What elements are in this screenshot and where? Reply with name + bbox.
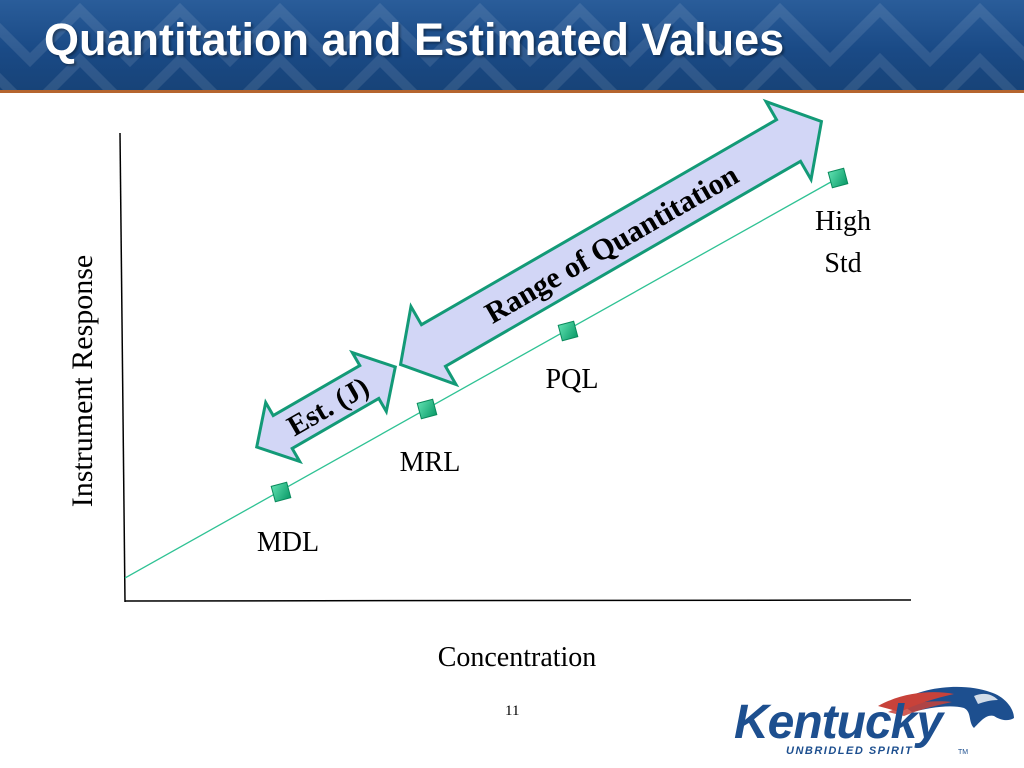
logo-wordmark: Kentucky bbox=[734, 696, 945, 749]
mrl-label: MRL bbox=[400, 447, 461, 478]
mdl-marker bbox=[270, 481, 292, 503]
x-axis bbox=[124, 599, 912, 602]
mdl-label: MDL bbox=[257, 527, 319, 558]
high-std-label-line2: Std bbox=[824, 248, 861, 279]
high-std-label-line1: High bbox=[815, 206, 871, 237]
title-bar: Quantitation and Estimated Values bbox=[0, 0, 1024, 90]
y-axis-label: Instrument Response bbox=[66, 255, 99, 507]
calibration-line bbox=[124, 177, 839, 579]
slide-number: 11 bbox=[505, 703, 520, 719]
high-std-marker bbox=[827, 167, 849, 189]
pql-label: PQL bbox=[546, 364, 599, 395]
logo-trademark: TM bbox=[958, 749, 968, 756]
quantitation-range-arrow: Range of Quantitation bbox=[398, 98, 824, 388]
mrl-marker bbox=[416, 398, 438, 420]
pql-marker bbox=[557, 320, 579, 342]
title-divider bbox=[0, 90, 1024, 93]
horse-head-icon bbox=[878, 686, 1014, 728]
kentucky-logo: Kentucky UNBRIDLED SPIRIT TM bbox=[734, 686, 1014, 757]
estimated-range-arrow: Est. (J) bbox=[254, 349, 398, 465]
x-axis-label: Concentration bbox=[438, 642, 597, 673]
y-axis bbox=[119, 132, 126, 603]
slide-title: Quantitation and Estimated Values bbox=[44, 14, 785, 65]
logo-tagline: UNBRIDLED SPIRIT bbox=[786, 745, 913, 757]
title-bar-pattern bbox=[0, 2, 1024, 90]
